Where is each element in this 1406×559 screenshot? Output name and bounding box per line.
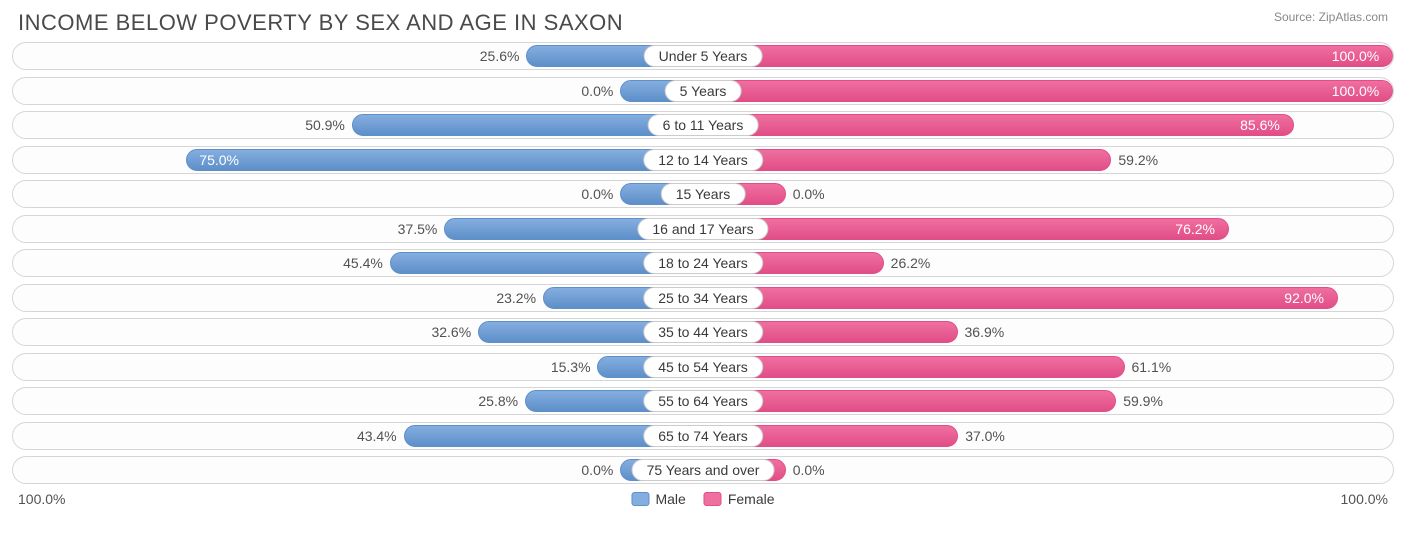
female-value-label: 59.9% [1123,393,1163,409]
category-label: 5 Years [665,80,742,102]
bar-row: 23.2% 92.0% 25 to 34 Years [12,284,1394,312]
female-value-label: 36.9% [965,324,1005,340]
female-value-label: 85.6% [1240,117,1280,133]
bar-row: 15.3% 61.1% 45 to 54 Years [12,353,1394,381]
female-value-label: 61.1% [1131,359,1171,375]
x-axis: 100.0% Male Female 100.0% [0,491,1406,507]
category-label: 55 to 64 Years [643,390,763,412]
female-bar [703,218,1229,240]
female-bar [703,114,1294,136]
category-label: 35 to 44 Years [643,321,763,343]
category-label: 18 to 24 Years [643,252,763,274]
category-label: 15 Years [661,183,746,205]
female-bar [703,149,1111,171]
legend-male: Male [631,491,685,507]
male-value-label: 32.6% [431,324,471,340]
male-value-label: 23.2% [496,290,536,306]
female-bar [703,287,1338,309]
axis-left-label: 100.0% [18,491,65,507]
male-value-label: 15.3% [551,359,591,375]
female-value-label: 59.2% [1118,152,1158,168]
male-value-label: 50.9% [305,117,345,133]
male-value-label: 0.0% [581,83,613,99]
female-bar [703,45,1393,67]
female-value-label: 26.2% [891,255,931,271]
male-value-label: 37.5% [398,221,438,237]
chart-source: Source: ZipAtlas.com [1274,10,1388,24]
male-value-label: 0.0% [581,462,613,478]
category-label: 16 and 17 Years [637,218,768,240]
female-value-label: 76.2% [1175,221,1215,237]
female-value-label: 92.0% [1284,290,1324,306]
male-value-label: 25.6% [480,48,520,64]
bar-row: 25.6% 100.0% Under 5 Years [12,42,1394,70]
bar-row: 75.0% 59.2% 12 to 14 Years [12,146,1394,174]
category-label: 65 to 74 Years [643,425,763,447]
male-bar [186,149,704,171]
swatch-female [704,492,722,506]
category-label: 6 to 11 Years [648,114,759,136]
female-bar [703,390,1116,412]
female-value-label: 0.0% [793,186,825,202]
bar-row: 0.0% 0.0% 75 Years and over [12,456,1394,484]
female-value-label: 37.0% [965,428,1005,444]
bar-row: 0.0% 0.0% 15 Years [12,180,1394,208]
bar-row: 32.6% 36.9% 35 to 44 Years [12,318,1394,346]
female-value-label: 100.0% [1332,83,1379,99]
bar-row: 43.4% 37.0% 65 to 74 Years [12,422,1394,450]
female-value-label: 100.0% [1332,48,1379,64]
swatch-male [631,492,649,506]
bar-row: 25.8% 59.9% 55 to 64 Years [12,387,1394,415]
bar-row: 0.0% 100.0% 5 Years [12,77,1394,105]
bar-row: 50.9% 85.6% 6 to 11 Years [12,111,1394,139]
legend: Male Female [631,491,774,507]
male-value-label: 75.0% [199,152,239,168]
female-bar [703,356,1125,378]
legend-female: Female [704,491,775,507]
category-label: Under 5 Years [644,45,763,67]
male-value-label: 43.4% [357,428,397,444]
category-label: 12 to 14 Years [643,149,763,171]
axis-right-label: 100.0% [1341,491,1388,507]
category-label: 25 to 34 Years [643,287,763,309]
male-value-label: 0.0% [581,186,613,202]
female-value-label: 0.0% [793,462,825,478]
male-value-label: 45.4% [343,255,383,271]
chart-title: INCOME BELOW POVERTY BY SEX AND AGE IN S… [18,10,623,36]
category-label: 45 to 54 Years [643,356,763,378]
chart-header: INCOME BELOW POVERTY BY SEX AND AGE IN S… [0,0,1406,42]
legend-female-label: Female [728,491,775,507]
female-bar [703,80,1393,102]
male-value-label: 25.8% [478,393,518,409]
legend-male-label: Male [655,491,685,507]
category-label: 75 Years and over [632,459,775,481]
diverging-bar-chart: 25.6% 100.0% Under 5 Years 0.0% 100.0% 5 Year… [0,42,1406,484]
bar-row: 37.5% 76.2% 16 and 17 Years [12,215,1394,243]
bar-row: 45.4% 26.2% 18 to 24 Years [12,249,1394,277]
